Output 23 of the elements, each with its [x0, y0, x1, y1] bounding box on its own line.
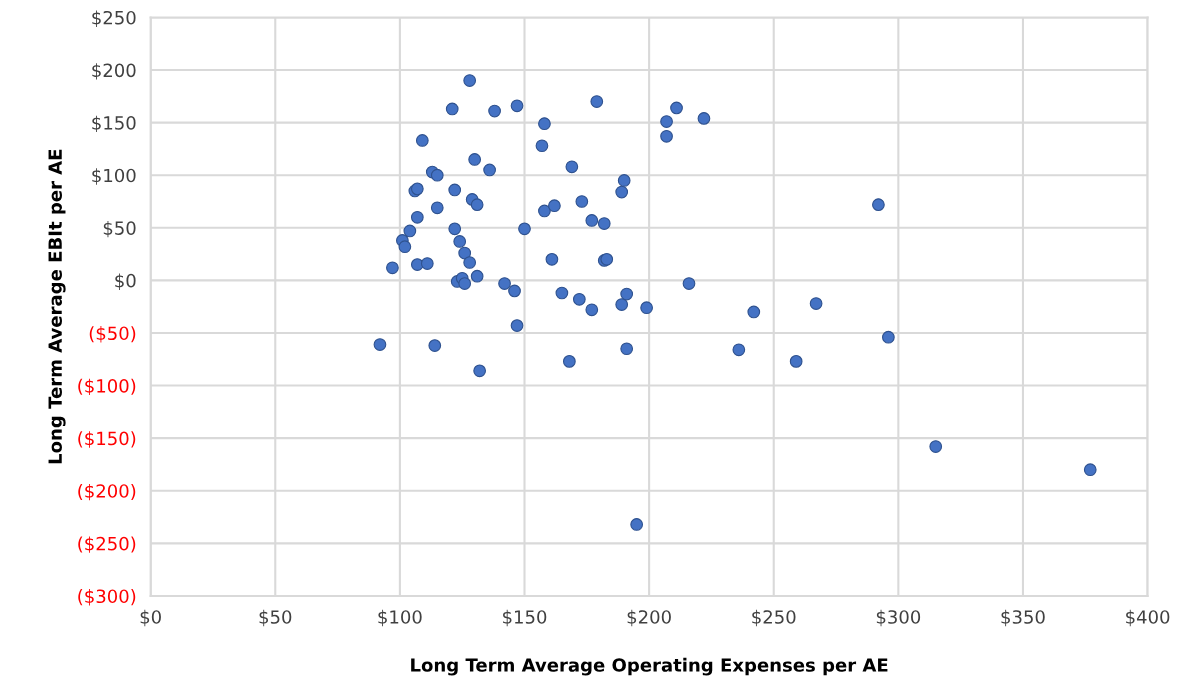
- x-tick-label: $400: [1126, 609, 1170, 627]
- y-axis-title: Long Term Average EBIt per AE: [48, 149, 66, 464]
- y-tick-label: ($100): [78, 378, 136, 396]
- x-tick-label: $200: [627, 609, 671, 627]
- x-tick-label: $350: [1001, 609, 1045, 627]
- x-tick-label: $150: [503, 609, 547, 627]
- y-tick-label: $150: [92, 115, 136, 133]
- x-tick-label: $100: [378, 609, 422, 627]
- y-tick-label: $250: [92, 10, 136, 27]
- x-tick-label: $300: [876, 609, 921, 627]
- y-tick-label: $100: [92, 168, 136, 185]
- x-axis-title: Long Term Average Operating Expenses per AE: [411, 657, 888, 676]
- y-tick-label: ($250): [78, 536, 136, 553]
- y-tick-label: ($200): [78, 483, 136, 501]
- y-tick-label: $200: [92, 63, 136, 80]
- x-tick-label: $50: [259, 609, 292, 627]
- y-tick-label: ($300): [78, 589, 136, 606]
- x-tick-label: $0: [140, 609, 161, 627]
- y-tick-label: $0: [115, 273, 136, 290]
- y-tick-label: ($150): [78, 431, 136, 448]
- y-tick-label: $50: [103, 220, 136, 238]
- y-tick-label: ($50): [89, 326, 136, 343]
- x-tick-label: $250: [752, 609, 796, 627]
